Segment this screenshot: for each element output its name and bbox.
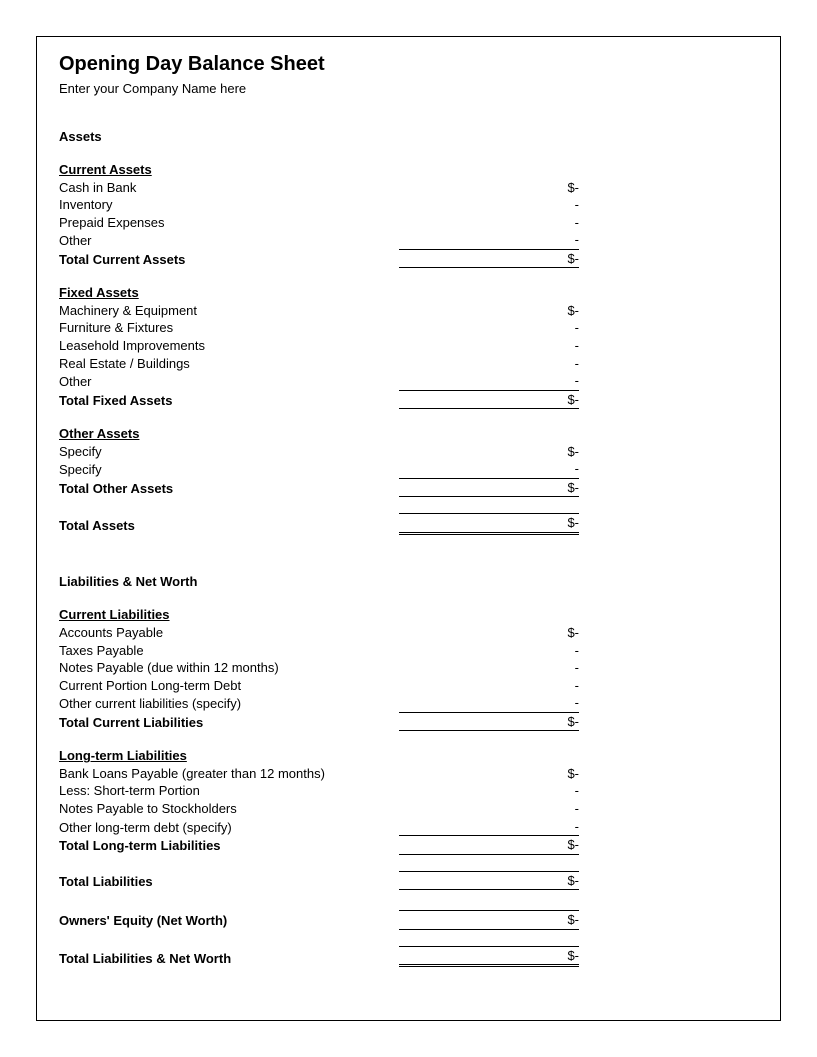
total-label: Total Fixed Assets: [59, 392, 399, 410]
item-value: -: [399, 460, 579, 479]
line-item: Other current liabilities (specify)-: [59, 694, 758, 713]
item-label: Notes Payable to Stockholders: [59, 800, 399, 818]
total-lnw-row: Total Liabilities & Net Worth$-: [59, 946, 758, 968]
item-label: Prepaid Expenses: [59, 214, 399, 232]
item-value: $-: [399, 443, 579, 461]
item-label: Other: [59, 373, 399, 391]
item-label: Notes Payable (due within 12 months): [59, 659, 399, 677]
total-row: Total Current Assets$-: [59, 250, 758, 269]
total-lnw-label: Total Liabilities & Net Worth: [59, 950, 399, 968]
line-item: Notes Payable to Stockholders-: [59, 800, 758, 818]
line-item: Prepaid Expenses-: [59, 214, 758, 232]
liabilities-header: Liabilities & Net Worth: [59, 573, 758, 591]
item-value: -: [399, 337, 579, 355]
item-label: Machinery & Equipment: [59, 302, 399, 320]
item-label: Specify: [59, 443, 399, 461]
total-liabilities-value: $-: [399, 871, 579, 891]
item-value: $-: [399, 624, 579, 642]
line-item: Other long-term debt (specify)-: [59, 818, 758, 837]
item-value: -: [399, 372, 579, 391]
line-item: Furniture & Fixtures-: [59, 319, 758, 337]
total-row: Total Fixed Assets$-: [59, 391, 758, 410]
balance-sheet: Opening Day Balance Sheet Enter your Com…: [36, 36, 781, 1021]
item-value: $-: [399, 765, 579, 783]
total-value: $-: [399, 479, 579, 498]
item-value: $-: [399, 302, 579, 320]
line-item: Other-: [59, 372, 758, 391]
owners-equity-row: Owners' Equity (Net Worth)$-: [59, 910, 758, 930]
line-item: Notes Payable (due within 12 months)-: [59, 659, 758, 677]
owners-equity-label: Owners' Equity (Net Worth): [59, 912, 399, 930]
item-value: -: [399, 659, 579, 677]
line-item: Specify$-: [59, 443, 758, 461]
line-item: Inventory-: [59, 196, 758, 214]
item-label: Bank Loans Payable (greater than 12 mont…: [59, 765, 399, 783]
item-label: Furniture & Fixtures: [59, 319, 399, 337]
total-label: Total Other Assets: [59, 480, 399, 498]
line-item: Accounts Payable$-: [59, 624, 758, 642]
total-lnw-value: $-: [399, 946, 579, 968]
page-title: Opening Day Balance Sheet: [59, 51, 758, 78]
line-item: Less: Short-term Portion-: [59, 782, 758, 800]
line-item: Taxes Payable-: [59, 642, 758, 660]
current-assets-header: Current Assets: [59, 161, 399, 179]
item-label: Less: Short-term Portion: [59, 782, 399, 800]
item-label: Other long-term debt (specify): [59, 819, 399, 837]
item-value: $-: [399, 179, 579, 197]
assets-header: Assets: [59, 128, 758, 146]
total-assets-row: Total Assets$-: [59, 513, 758, 535]
item-value: -: [399, 642, 579, 660]
item-value: -: [399, 677, 579, 695]
item-label: Cash in Bank: [59, 179, 399, 197]
item-value: -: [399, 782, 579, 800]
total-value: $-: [399, 713, 579, 732]
item-label: Leasehold Improvements: [59, 337, 399, 355]
total-assets-value: $-: [399, 513, 579, 535]
line-item: Bank Loans Payable (greater than 12 mont…: [59, 765, 758, 783]
item-label: Real Estate / Buildings: [59, 355, 399, 373]
item-label: Taxes Payable: [59, 642, 399, 660]
line-item: Current Portion Long-term Debt-: [59, 677, 758, 695]
item-value: -: [399, 231, 579, 250]
longterm-liabilities-header: Long-term Liabilities: [59, 747, 399, 765]
item-value: -: [399, 319, 579, 337]
item-label: Specify: [59, 461, 399, 479]
item-value: -: [399, 196, 579, 214]
item-value: -: [399, 818, 579, 837]
line-item: Other-: [59, 231, 758, 250]
line-item: Cash in Bank$-: [59, 179, 758, 197]
item-label: Accounts Payable: [59, 624, 399, 642]
total-liabilities-label: Total Liabilities: [59, 873, 399, 891]
line-item: Real Estate / Buildings-: [59, 355, 758, 373]
item-label: Other: [59, 232, 399, 250]
item-value: -: [399, 355, 579, 373]
total-value: $-: [399, 250, 579, 269]
total-value: $-: [399, 836, 579, 855]
line-item: Leasehold Improvements-: [59, 337, 758, 355]
total-label: Total Long-term Liabilities: [59, 837, 399, 855]
total-assets-label: Total Assets: [59, 517, 399, 535]
item-value: -: [399, 694, 579, 713]
owners-equity-value: $-: [399, 910, 579, 930]
item-value: -: [399, 214, 579, 232]
total-label: Total Current Liabilities: [59, 714, 399, 732]
other-assets-header: Other Assets: [59, 425, 399, 443]
item-label: Other current liabilities (specify): [59, 695, 399, 713]
company-name: Enter your Company Name here: [59, 80, 758, 98]
line-item: Machinery & Equipment$-: [59, 302, 758, 320]
line-item: Specify-: [59, 460, 758, 479]
total-label: Total Current Assets: [59, 251, 399, 269]
current-liabilities-header: Current Liabilities: [59, 606, 399, 624]
total-value: $-: [399, 391, 579, 410]
total-row: Total Current Liabilities$-: [59, 713, 758, 732]
item-label: Inventory: [59, 196, 399, 214]
item-label: Current Portion Long-term Debt: [59, 677, 399, 695]
item-value: -: [399, 800, 579, 818]
total-liabilities-row: Total Liabilities$-: [59, 871, 758, 891]
total-row: Total Other Assets$-: [59, 479, 758, 498]
total-row: Total Long-term Liabilities$-: [59, 836, 758, 855]
fixed-assets-header: Fixed Assets: [59, 284, 399, 302]
